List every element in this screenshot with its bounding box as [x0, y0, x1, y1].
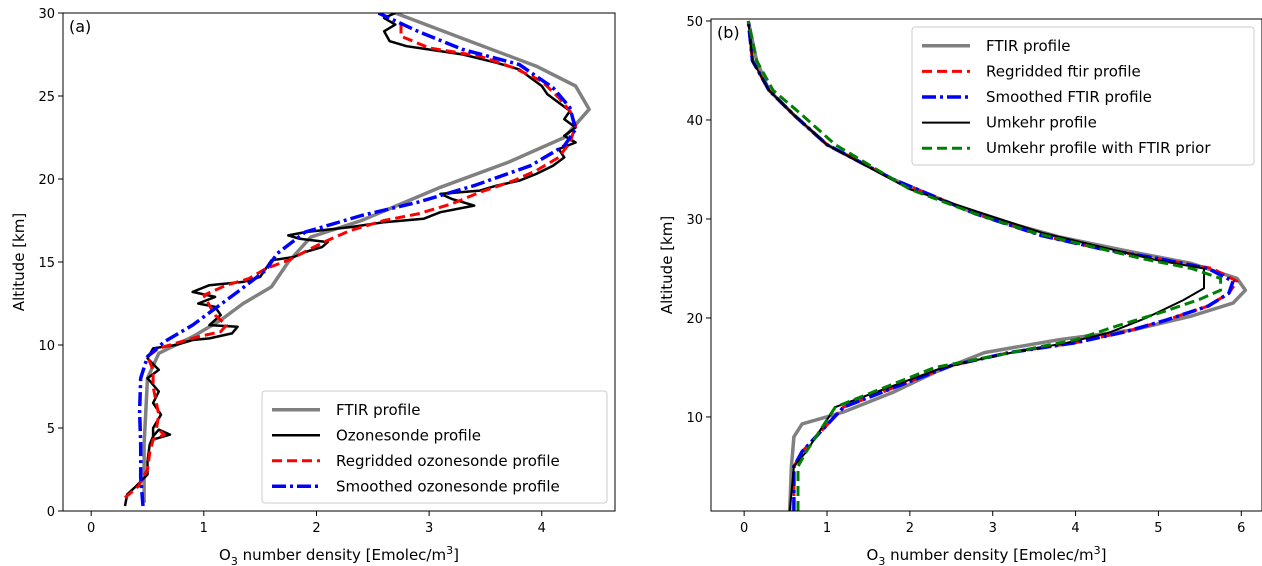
legend-label: Regridded ozonesonde profile	[336, 452, 560, 470]
series-line-5	[746, 20, 1223, 511]
y-tick-label: 20	[686, 312, 703, 327]
y-axis-label: Altitude [km]	[658, 216, 676, 314]
legend-label: FTIR profile	[336, 401, 421, 419]
x-tick-label: 3	[989, 521, 997, 536]
panel-b: 0 1 2 3 4 5 6 10 20 30 40 50 (b) O3 number density [E…	[658, 15, 1262, 566]
x-tick-label: 5	[1154, 521, 1162, 536]
y-tick-label: 10	[686, 411, 703, 426]
y-tick-label: 0	[47, 505, 55, 520]
x-tick-label: 3	[425, 521, 433, 536]
y-tick-label: 15	[38, 256, 55, 271]
x-tick-label: 4	[1071, 521, 1079, 536]
y-tick-label: 10	[38, 339, 55, 354]
series-line-1	[142, 13, 591, 503]
plot-area	[746, 20, 1248, 511]
legend-label: Ozonesonde profile	[336, 426, 481, 444]
series-line-3	[124, 21, 578, 499]
series-line-2	[123, 13, 577, 507]
legend-box	[261, 390, 608, 504]
y-tick-label: 30	[38, 7, 55, 22]
legend: FTIR profile Regridded ftir profile Smooth…	[911, 26, 1255, 166]
legend: FTIR profile Ozonesonde profile Regridded …	[261, 390, 608, 504]
x-axis-label: O3 number density [Emolec/m3]	[867, 544, 1107, 566]
x-tick-label: 0	[87, 521, 95, 536]
y-tick-label: 25	[38, 90, 55, 105]
x-tick-label: 2	[312, 521, 320, 536]
x-axis-label: O3 number density [Emolec/m3]	[219, 544, 459, 566]
legend-label: Smoothed ozonesonde profile	[336, 477, 560, 495]
x-tick-label: 4	[538, 521, 546, 536]
plot-area	[123, 13, 591, 507]
panel-label: (a)	[69, 17, 91, 36]
legend-label: FTIR profile	[986, 37, 1071, 55]
x-tick-label: 1	[200, 521, 208, 536]
y-tick-label: 20	[38, 173, 55, 188]
y-tick-label: 5	[47, 422, 55, 437]
legend-box	[911, 26, 1255, 166]
panel-a: 0 1 2 3 4 0 5 10 15 20 25 30 (a) O3 number density [E…	[10, 7, 616, 566]
panel-label: (b)	[717, 23, 740, 42]
axes-frame	[710, 18, 1262, 512]
y-tick-label: 30	[686, 213, 703, 228]
y-axis-label: Altitude [km]	[10, 213, 28, 311]
x-tick-label: 2	[906, 521, 914, 536]
y-tick-label: 40	[686, 114, 703, 129]
x-tick-label: 0	[740, 521, 748, 536]
y-tick-label: 50	[686, 15, 703, 30]
x-tick-label: 1	[823, 521, 831, 536]
series-line-4	[137, 13, 578, 507]
legend-label: Regridded ftir profile	[986, 62, 1141, 80]
x-tick-label: 6	[1237, 521, 1245, 536]
legend-label: Smoothed FTIR profile	[986, 88, 1152, 106]
legend-label: Umkehr profile	[986, 114, 1097, 132]
series-line-4	[747, 20, 1205, 511]
legend-label: Umkehr profile with FTIR prior	[986, 139, 1211, 157]
